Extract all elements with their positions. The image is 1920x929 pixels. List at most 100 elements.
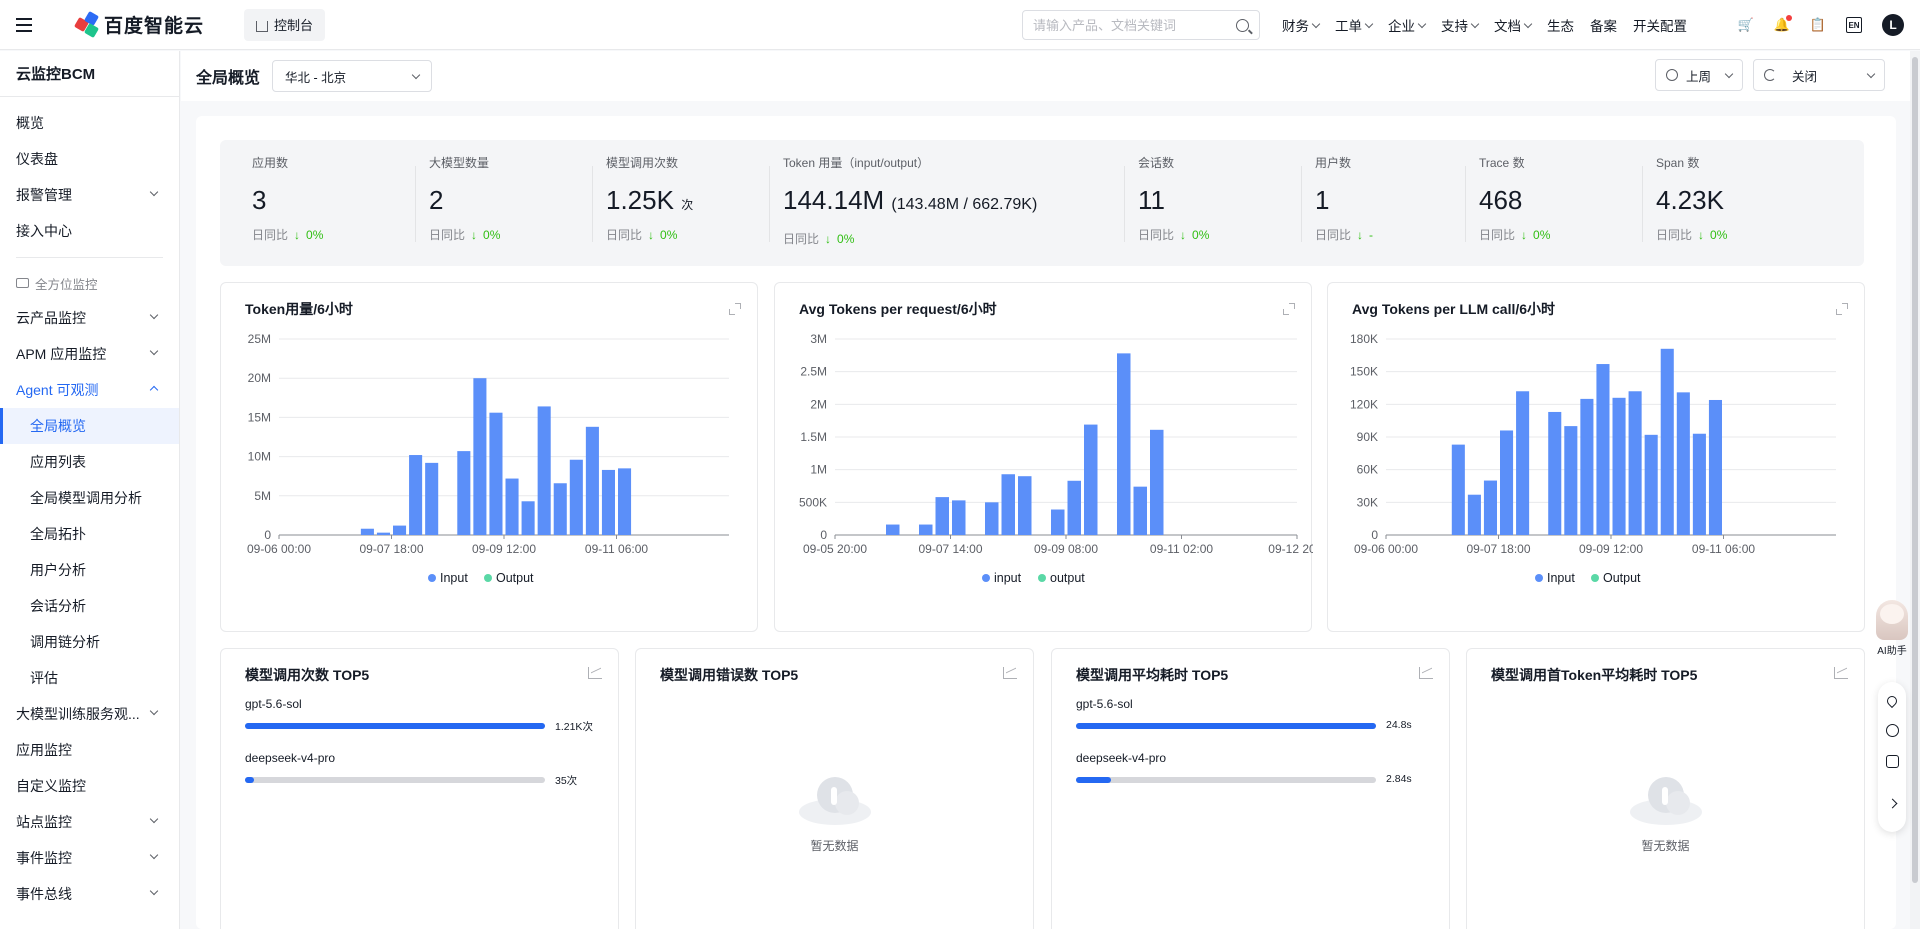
collapse-arrow-icon[interactable] bbox=[1887, 798, 1897, 809]
top5-row[interactable]: gpt-5.6-sol 1.21K次 bbox=[245, 697, 593, 733]
menu-icon[interactable] bbox=[16, 14, 40, 36]
top-nav-item[interactable]: 文档 bbox=[1494, 15, 1533, 35]
chart-bar[interactable] bbox=[393, 525, 407, 535]
chart-bar[interactable] bbox=[409, 455, 423, 535]
legend-label[interactable]: Input bbox=[1547, 571, 1575, 585]
sidebar-item[interactable]: Agent 可观测 bbox=[0, 372, 179, 408]
sidebar-item[interactable]: 概览 bbox=[0, 105, 179, 141]
top-nav-item[interactable]: 企业 bbox=[1388, 15, 1427, 35]
chart-bar[interactable] bbox=[886, 524, 900, 535]
cart-icon[interactable]: 🛒 bbox=[1737, 17, 1755, 32]
legend-label[interactable]: Input bbox=[440, 571, 468, 585]
sidebar-item[interactable]: 大模型训练服务观... bbox=[0, 696, 179, 732]
chart-bar[interactable] bbox=[1548, 411, 1562, 535]
chart-bar[interactable] bbox=[1018, 476, 1032, 535]
chart-bar[interactable] bbox=[489, 412, 503, 535]
chart-bar[interactable] bbox=[601, 469, 615, 535]
page-scrollbar[interactable] bbox=[1910, 51, 1920, 929]
chart-bar[interactable] bbox=[1451, 444, 1465, 535]
sidebar-subitem[interactable]: 全局概览 bbox=[0, 408, 179, 444]
language-toggle[interactable]: EN bbox=[1846, 17, 1862, 33]
sidebar-item[interactable]: 应用监控 bbox=[0, 732, 179, 768]
top-nav-item[interactable]: 生态 bbox=[1547, 15, 1574, 35]
auto-refresh-select[interactable]: 关闭 bbox=[1753, 59, 1885, 91]
top-nav-item[interactable]: 工单 bbox=[1335, 15, 1374, 35]
top5-row[interactable]: deepseek-v4-pro 35次 bbox=[245, 751, 577, 787]
sidebar-item[interactable]: 自定义监控 bbox=[0, 768, 179, 804]
top5-row[interactable]: deepseek-v4-pro 2.84s bbox=[1076, 751, 1412, 785]
phone-icon[interactable] bbox=[1885, 755, 1899, 768]
help-icon[interactable] bbox=[1885, 724, 1899, 737]
chart-bar[interactable] bbox=[1084, 424, 1098, 535]
expand-icon[interactable] bbox=[1836, 303, 1848, 315]
top-nav-item[interactable]: 支持 bbox=[1441, 15, 1480, 35]
sidebar-subitem[interactable]: 会话分析 bbox=[0, 588, 179, 624]
chart-bar[interactable] bbox=[618, 468, 632, 535]
chart-bar[interactable] bbox=[376, 532, 390, 535]
sidebar-subitem[interactable]: 调用链分析 bbox=[0, 624, 179, 660]
chart-bar[interactable] bbox=[1500, 430, 1514, 535]
chart-bar[interactable] bbox=[1117, 353, 1131, 535]
sidebar-item[interactable]: 事件总线 bbox=[0, 876, 179, 912]
chart-bar[interactable] bbox=[1660, 348, 1674, 535]
legend-label[interactable]: Output bbox=[496, 571, 534, 585]
sidebar-subitem[interactable]: 全局模型调用分析 bbox=[0, 480, 179, 516]
ai-assistant-button[interactable]: AI助手 bbox=[1872, 600, 1912, 657]
chart-bar[interactable] bbox=[521, 501, 535, 535]
sidebar-item[interactable]: APM 应用监控 bbox=[0, 336, 179, 372]
chart-bar[interactable] bbox=[585, 426, 599, 535]
chart-bar[interactable] bbox=[1708, 399, 1722, 535]
chart-bar[interactable] bbox=[1596, 364, 1610, 535]
sidebar-subitem[interactable]: 评估 bbox=[0, 660, 179, 696]
favorite-icon[interactable] bbox=[1884, 693, 1900, 709]
time-range-select[interactable]: 上周 bbox=[1655, 59, 1743, 91]
chart-bar[interactable] bbox=[1564, 426, 1578, 535]
legend-label[interactable]: Output bbox=[1603, 571, 1641, 585]
chart-bar[interactable] bbox=[919, 524, 933, 535]
chart-bar[interactable] bbox=[553, 483, 567, 535]
line-chart-icon[interactable] bbox=[1419, 667, 1433, 679]
sidebar-subitem[interactable]: 用户分析 bbox=[0, 552, 179, 588]
chart-bar[interactable] bbox=[457, 451, 471, 535]
chart-bar[interactable] bbox=[425, 462, 439, 535]
console-button[interactable]: 控制台 bbox=[244, 8, 326, 41]
expand-icon[interactable] bbox=[1283, 303, 1295, 315]
top-nav-item[interactable]: 财务 bbox=[1282, 15, 1321, 35]
chart-bar[interactable] bbox=[952, 500, 966, 535]
expand-icon[interactable] bbox=[729, 303, 741, 315]
top-nav-item[interactable]: 开关配置 bbox=[1633, 15, 1687, 35]
top5-row[interactable]: gpt-5.6-sol 24.8s bbox=[1076, 697, 1412, 731]
chart-bar[interactable] bbox=[1150, 429, 1164, 535]
sidebar-subitem[interactable]: 应用列表 bbox=[0, 444, 179, 480]
chart-bar[interactable] bbox=[1628, 391, 1642, 535]
sidebar-item[interactable]: 云产品监控 bbox=[0, 300, 179, 336]
chart-bar[interactable] bbox=[569, 459, 583, 535]
search-input[interactable] bbox=[1033, 17, 1236, 33]
chart-bar[interactable] bbox=[1692, 433, 1706, 535]
chart-bar[interactable] bbox=[1516, 391, 1530, 535]
region-select[interactable]: 华北 - 北京 bbox=[272, 60, 433, 92]
chart-bar[interactable] bbox=[1051, 509, 1065, 535]
chart-bar[interactable] bbox=[1001, 474, 1016, 535]
bell-icon[interactable]: 🔔 bbox=[1773, 15, 1792, 32]
avatar[interactable]: L bbox=[1882, 14, 1904, 36]
top-nav-item[interactable]: 备案 bbox=[1590, 15, 1617, 35]
global-search[interactable] bbox=[1022, 10, 1260, 40]
line-chart-icon[interactable] bbox=[588, 667, 602, 679]
chart-bar[interactable] bbox=[1676, 392, 1690, 535]
chart-bar[interactable] bbox=[505, 478, 519, 535]
chart-bar[interactable] bbox=[1580, 398, 1594, 535]
sidebar-item[interactable]: 报警管理 bbox=[0, 177, 179, 213]
line-chart-icon[interactable] bbox=[1003, 667, 1017, 679]
chart-bar[interactable] bbox=[1067, 480, 1082, 535]
chart-bar[interactable] bbox=[360, 528, 374, 535]
sidebar-item[interactable]: 事件监控 bbox=[0, 840, 179, 876]
chart-bar[interactable] bbox=[537, 406, 551, 535]
sidebar-item[interactable]: 站点监控 bbox=[0, 804, 179, 840]
legend-label[interactable]: input bbox=[994, 571, 1022, 585]
chart-bar[interactable] bbox=[985, 502, 999, 535]
legend-label[interactable]: output bbox=[1050, 571, 1085, 585]
line-chart-icon[interactable] bbox=[1834, 667, 1848, 679]
search-icon[interactable] bbox=[1236, 18, 1249, 32]
chart-bar[interactable] bbox=[1483, 480, 1497, 535]
